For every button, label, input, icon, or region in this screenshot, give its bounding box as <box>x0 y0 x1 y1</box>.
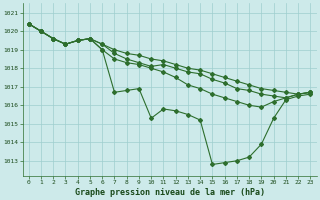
X-axis label: Graphe pression niveau de la mer (hPa): Graphe pression niveau de la mer (hPa) <box>75 188 265 197</box>
